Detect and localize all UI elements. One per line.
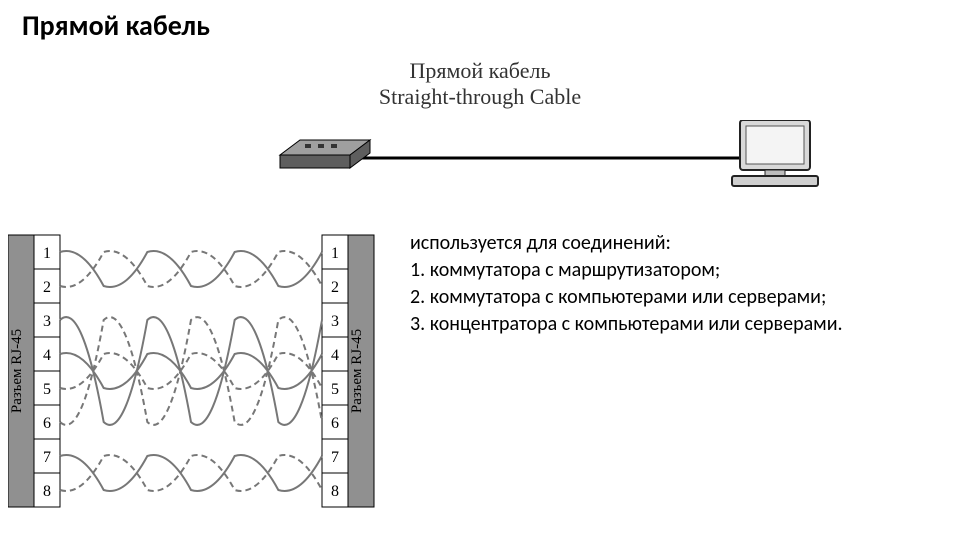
- uses-item-2: 2. коммутатора с компьютерами или сервер…: [410, 284, 940, 311]
- wire-dashed: [60, 353, 322, 389]
- left-pin-number: 8: [43, 483, 51, 500]
- uses-item-3: 3. концентратора с компьютерами или серв…: [410, 311, 940, 338]
- pinout-diagram: Разъем RJ-45 Разъем RJ-45 1 1 2 2 3 3 4 4 5 5 6 6 7 7 8 8: [8, 225, 408, 525]
- left-pin-number: 6: [43, 415, 51, 432]
- wire-dashed: [60, 317, 322, 425]
- page-title: Прямой кабель: [22, 8, 210, 43]
- right-pin-number: 3: [331, 313, 339, 330]
- page: Прямой кабель Прямой кабель Straight-thr…: [0, 0, 960, 540]
- left-pin-number: 4: [43, 347, 51, 364]
- right-connector-label: Разъем RJ-45: [349, 329, 365, 413]
- right-pin-number: 7: [331, 449, 339, 466]
- right-pin-number: 1: [331, 245, 339, 262]
- right-pin-number: 8: [331, 483, 339, 500]
- wire-dashed: [60, 455, 322, 491]
- right-pin-number: 2: [331, 279, 339, 296]
- wire-solid: [60, 353, 322, 389]
- computer-icon: [732, 120, 818, 186]
- wire-solid: [60, 251, 322, 287]
- right-pin-number: 4: [331, 347, 339, 364]
- top-illustration: [270, 120, 870, 190]
- left-pin-number: 1: [43, 245, 51, 262]
- uses-item-1: 1. коммутатора с маршрутизатором;: [410, 257, 940, 284]
- cable-label-en: Straight-through Cable: [0, 84, 960, 110]
- cable-label-block: Прямой кабель Straight-through Cable: [0, 58, 960, 111]
- uses-lead: используется для соединений:: [410, 230, 940, 257]
- left-pin-number: 7: [43, 449, 51, 466]
- left-connector-label: Разъем RJ-45: [9, 329, 25, 413]
- switch-icon: [280, 140, 370, 168]
- right-pin-number: 6: [331, 415, 339, 432]
- uses-block: используется для соединений: 1. коммутат…: [410, 230, 940, 338]
- left-pin-number: 3: [43, 313, 51, 330]
- left-pin-number: 5: [43, 381, 51, 398]
- wire-solid: [60, 317, 322, 425]
- wire-dashed: [60, 251, 322, 287]
- right-pin-number: 5: [331, 381, 339, 398]
- wire-solid: [60, 455, 322, 491]
- left-pin-number: 2: [43, 279, 51, 296]
- cable-label-ru: Прямой кабель: [0, 58, 960, 84]
